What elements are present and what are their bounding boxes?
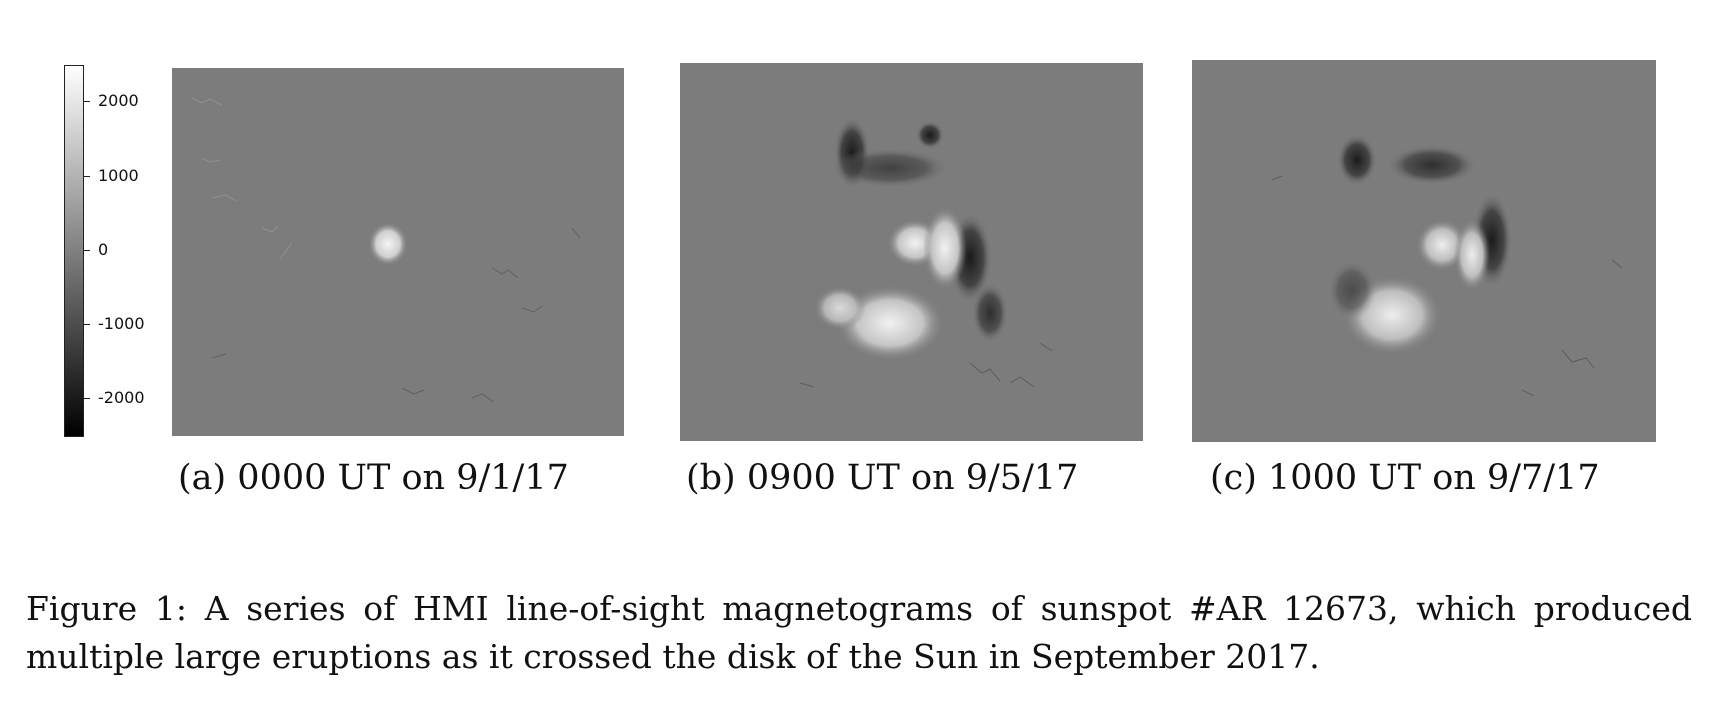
colorbar-tick bbox=[84, 101, 90, 102]
colorbar-tick bbox=[84, 250, 90, 251]
colorbar-tick bbox=[84, 398, 90, 399]
colorbar-label: 0 bbox=[98, 240, 109, 259]
subfigure-caption-a: (a) 0000 UT on 9/1/17 bbox=[178, 458, 569, 498]
colorbar-tick bbox=[84, 324, 90, 325]
colorbar bbox=[64, 65, 84, 437]
magnetogram-panel-c bbox=[1192, 60, 1656, 442]
subfigure-caption-b: (b) 0900 UT on 9/5/17 bbox=[686, 458, 1079, 498]
figure-caption: Figure 1: A series of HMI line-of-sight … bbox=[26, 585, 1692, 681]
magnetogram-panel-b bbox=[680, 63, 1143, 441]
colorbar-tick bbox=[84, 176, 90, 177]
colorbar-label: -2000 bbox=[98, 388, 145, 407]
figure-caption-line: Figure 1: A series of HMI line-of-sight … bbox=[26, 589, 1692, 628]
figure-caption-line: multiple large eruptions as it crossed t… bbox=[26, 637, 1320, 676]
subfigure-caption-c: (c) 1000 UT on 9/7/17 bbox=[1210, 458, 1600, 498]
magnetogram-panel-a bbox=[172, 68, 624, 436]
colorbar-label: 1000 bbox=[98, 166, 139, 185]
colorbar-label: -1000 bbox=[98, 314, 145, 333]
colorbar-label: 2000 bbox=[98, 91, 139, 110]
